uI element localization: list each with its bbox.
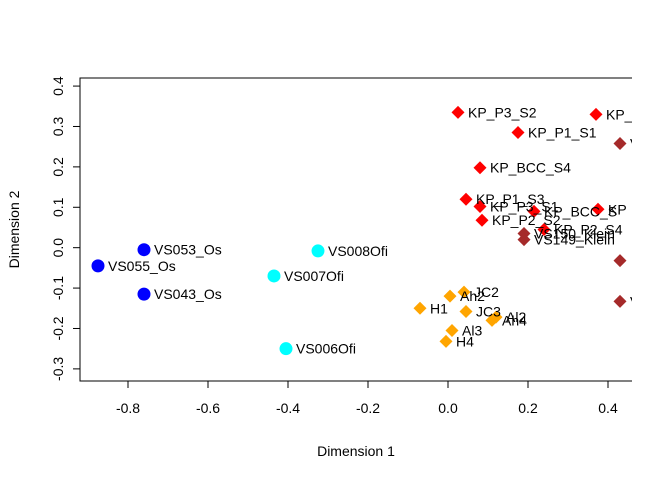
point-label: VS006Ofi [296,341,356,357]
point-label: KP_P2_S4 [554,222,623,238]
point-label: JC3 [476,304,501,320]
point-label: Al3 [462,323,482,339]
data-point [413,301,427,315]
data-point [459,192,473,206]
axes: -0.8 -0.6 -0.4 -0.2 0.0 0.2 0.4 -0.3 -0.2 -0.1 0.0… [50,76,632,416]
y-tick-label: 0.0 [50,238,66,258]
x-tick-label: -0.6 [196,400,220,416]
point-label: KP [608,201,627,217]
data-point [473,161,487,175]
point-label: KP_BCC_S [544,203,617,219]
x-tick-label: -0.4 [276,400,300,416]
data-point [457,285,471,299]
point-label: KP_P3_S1 [490,198,559,214]
y-tick-label: -0.3 [50,357,66,381]
y-tick-label: -0.2 [50,316,66,340]
y-tick-label: 0.4 [50,76,66,96]
point-label: VS149_Klein [534,232,615,248]
point-label: KP_P2_S2 [492,212,561,228]
data-point [589,107,603,121]
data-point [445,324,459,337]
x-axis-label: Dimension 1 [317,443,395,459]
data-point [451,105,465,119]
x-tick-label: 0.2 [518,400,538,416]
point-label: JC2 [474,284,499,300]
point-label: VS150_Klein [534,226,615,242]
point-label: VS055_Os [108,258,176,274]
x-tick-label: 0.4 [598,400,618,416]
data-point [279,342,293,356]
y-tick-label: -0.1 [50,276,66,300]
data-point [613,294,627,308]
y-tick-label: 0.3 [50,117,66,137]
data-points [91,105,627,356]
data-point [527,204,541,218]
point-label: KP_P1_S3 [476,191,545,207]
data-point [591,202,605,216]
point-label: VS007Ofi [284,268,344,284]
point-label: H1 [430,300,448,316]
y-tick-label: 0.2 [50,157,66,177]
y-tick-label: 0.1 [50,197,66,217]
point-label: H4 [456,333,474,349]
data-point [137,287,151,301]
data-point [473,199,487,213]
point-label: VS043_Os [154,286,222,302]
data-point [137,243,151,257]
data-point [443,289,457,303]
point-label: Ah4 [502,312,527,328]
y-axis-label: Dimension 2 [6,190,22,268]
data-point [613,254,627,268]
data-point [311,244,325,258]
point-label: V [630,135,640,151]
data-point [267,269,281,283]
data-point [475,213,489,227]
data-point [459,305,473,319]
x-tick-label: -0.2 [356,400,380,416]
point-label: Ah2 [460,288,485,304]
data-point [537,223,551,236]
point-label: KP_P1_S1 [528,125,597,141]
data-point [439,334,453,348]
point-label: Al2 [506,309,526,325]
x-tick-label: 0.0 [438,400,458,416]
x-tick-label: -0.8 [116,400,140,416]
point-label: VS053_Os [154,242,222,258]
data-point [613,136,627,150]
point-label: KP_BCC_S4 [490,160,571,176]
point-label: KP_ [606,106,633,122]
data-point [91,259,105,273]
data-point [517,233,531,247]
point-label: VS008Ofi [328,243,388,259]
data-point [485,313,499,327]
point-label: KP_P3_S2 [468,104,537,120]
point-label: V [630,293,640,309]
data-point [511,126,525,140]
